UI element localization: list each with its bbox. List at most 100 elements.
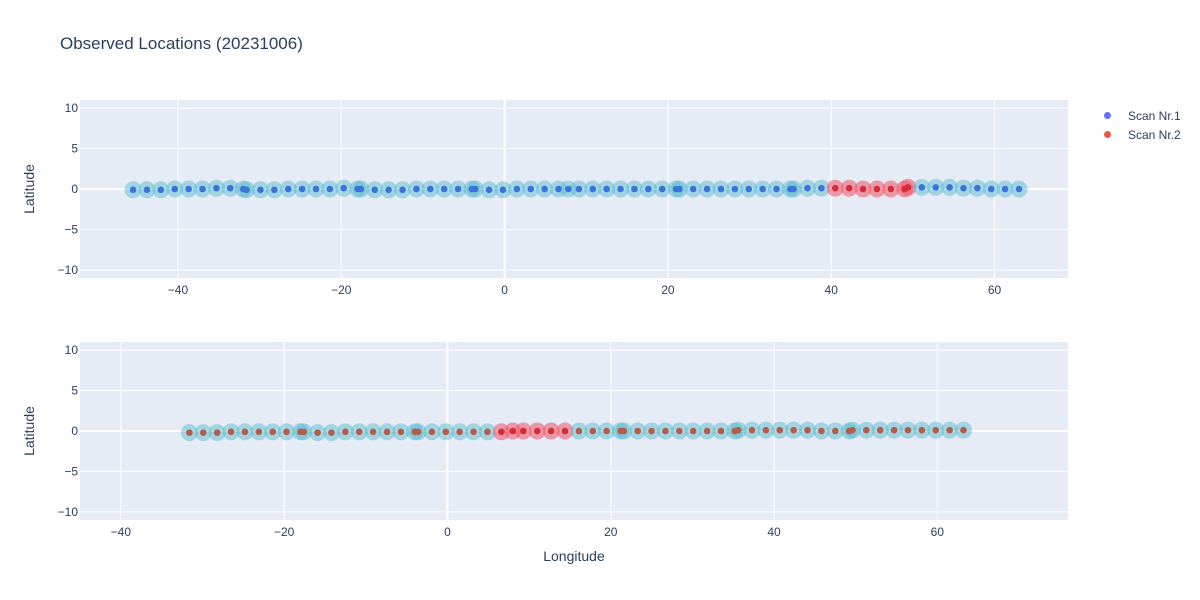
- data-point: [271, 186, 278, 194]
- x-tick-label: −20: [274, 525, 295, 539]
- data-point: [776, 426, 784, 434]
- data-point: [428, 428, 436, 436]
- data-point: [645, 185, 652, 193]
- data-point: [876, 426, 884, 434]
- data-point: [185, 185, 192, 193]
- y-tick-label: 0: [71, 182, 78, 196]
- data-point: [804, 184, 811, 192]
- data-point: [513, 185, 521, 193]
- data-point: [241, 428, 249, 436]
- data-point: [357, 185, 365, 193]
- y-tick-label: 10: [65, 101, 79, 115]
- data-point: [314, 429, 321, 436]
- data-point: [199, 429, 207, 436]
- data-point: [620, 427, 628, 435]
- x-tick-label: −40: [111, 525, 132, 539]
- y-tick-label: 5: [71, 384, 78, 398]
- data-point: [456, 428, 463, 436]
- data-point: [918, 426, 926, 434]
- data-point: [1001, 185, 1009, 193]
- y-tick-label: −10: [58, 263, 79, 277]
- data-point: [575, 185, 583, 193]
- y-tick-label: −5: [64, 222, 78, 236]
- subplot-1: −40 −20 0 20 40 60 −10 −5 0 5 10 Latitude: [21, 100, 1068, 297]
- data-point: [946, 184, 953, 191]
- data-point: [759, 185, 766, 193]
- data-point: [340, 184, 348, 192]
- legend-item-scan-1[interactable]: Scan Nr.1: [1098, 106, 1181, 125]
- data-point: [269, 428, 277, 436]
- data-point: [689, 427, 697, 435]
- data-point: [717, 185, 725, 193]
- data-point: [676, 185, 683, 193]
- data-point: [689, 185, 697, 193]
- data-point: [762, 426, 770, 434]
- subplot-2: −40 −20 0 20 40 60 −10 −5 0 5 10 Latitude Longitude: [21, 342, 1068, 564]
- legend-label-scan-2: Scan Nr.2: [1128, 127, 1181, 142]
- data-point: [734, 426, 742, 434]
- data-point: [790, 426, 797, 434]
- x-tick-label: 20: [604, 525, 618, 539]
- data-point: [300, 428, 308, 436]
- legend: Scan Nr.1 Scan Nr.2: [1098, 106, 1181, 144]
- data-point: [471, 185, 479, 193]
- data-point: [932, 426, 940, 434]
- legend-swatch-scan-2: [1104, 131, 1111, 138]
- data-point: [397, 428, 405, 436]
- data-point: [564, 185, 572, 193]
- x-tick-label: 60: [988, 283, 1002, 297]
- data-point: [129, 186, 137, 194]
- data-point: [498, 428, 505, 436]
- x-axis-title: Longitude: [543, 548, 605, 564]
- data-point: [575, 427, 583, 435]
- data-point: [987, 185, 995, 193]
- data-point: [385, 186, 392, 194]
- data-point: [960, 184, 967, 192]
- data-point: [790, 185, 797, 193]
- data-point: [257, 186, 264, 194]
- data-point: [454, 185, 462, 193]
- data-point: [520, 427, 527, 435]
- data-point: [283, 428, 290, 436]
- data-point: [213, 429, 221, 436]
- data-point: [355, 428, 363, 436]
- data-point: [773, 185, 780, 193]
- x-tick-label: 40: [767, 525, 781, 539]
- data-point: [804, 426, 811, 434]
- data-point: [887, 185, 895, 193]
- data-point: [213, 184, 220, 192]
- data-point: [243, 186, 250, 194]
- data-point: [284, 185, 292, 193]
- data-point: [589, 427, 597, 435]
- data-point: [863, 426, 870, 434]
- data-point: [199, 185, 206, 193]
- data-point: [662, 427, 669, 435]
- y-tick-label: −5: [64, 464, 78, 478]
- data-point: [541, 185, 548, 193]
- y-tick-label: 10: [65, 343, 79, 357]
- x-tick-label: 0: [444, 525, 451, 539]
- data-point: [255, 428, 263, 436]
- x-tick-label: −20: [331, 283, 352, 297]
- data-point: [960, 426, 967, 434]
- data-point: [890, 426, 898, 434]
- data-point: [342, 428, 349, 436]
- data-point: [603, 427, 610, 435]
- data-point: [617, 185, 624, 193]
- data-point: [634, 427, 641, 435]
- data-point: [298, 185, 306, 193]
- data-point: [818, 184, 825, 192]
- data-point: [226, 184, 234, 192]
- legend-item-scan-2[interactable]: Scan Nr.2: [1098, 125, 1181, 144]
- data-point: [831, 184, 839, 192]
- data-point: [371, 186, 379, 194]
- data-point: [589, 185, 597, 193]
- x-tick-label: −40: [168, 283, 189, 297]
- data-point: [527, 185, 535, 193]
- data-point: [658, 185, 666, 193]
- data-point: [484, 428, 491, 436]
- data-point: [328, 429, 335, 436]
- y-axis-title: Latitude: [21, 406, 37, 456]
- data-point: [932, 184, 940, 191]
- data-point: [312, 185, 320, 193]
